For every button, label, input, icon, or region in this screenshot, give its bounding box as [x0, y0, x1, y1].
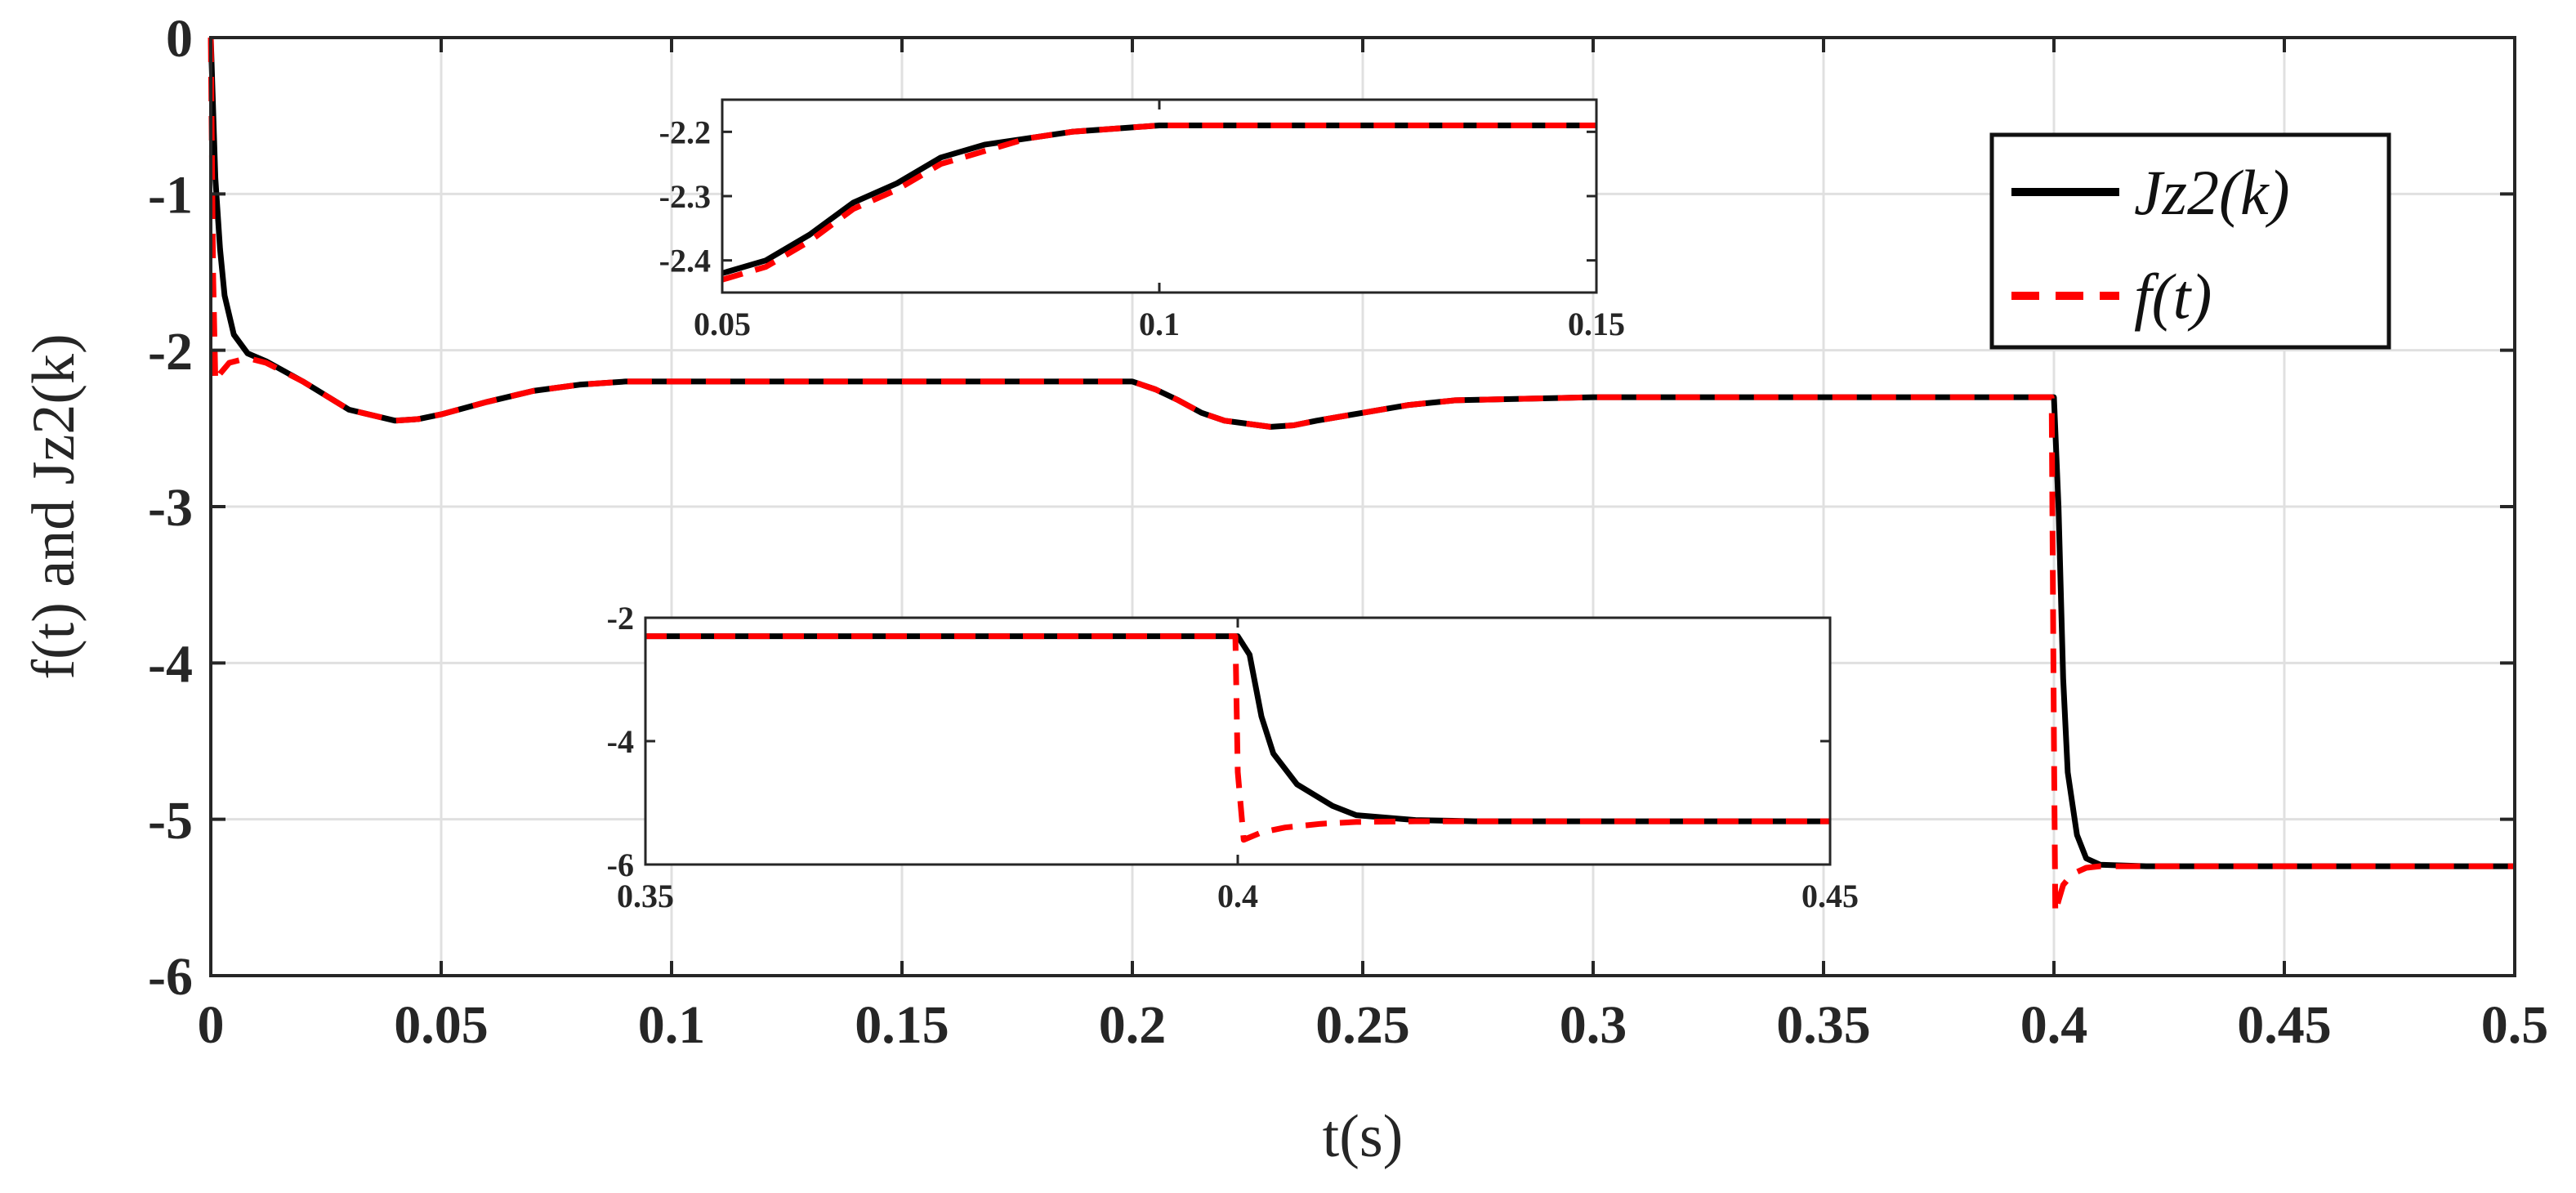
y-tick-label-inset_top-0: -2.2 — [659, 114, 711, 150]
series-line-main-1 — [208, 37, 2515, 916]
x-tick-label-main-3: 0.15 — [855, 995, 949, 1055]
y-axis-label: f(t) and Jz2(k) — [20, 333, 87, 679]
x-tick-label-inset_bottom-0: 0.35 — [617, 878, 674, 914]
legend: Jz2(k) f(t) — [1989, 132, 2391, 350]
x-tick-label-inset_top-2: 0.15 — [1568, 306, 1625, 342]
inset-background-inset_top — [722, 100, 1596, 293]
y-tick-label-main-3: -3 — [148, 478, 193, 538]
main-plot-area — [208, 37, 2515, 916]
x-tick-label-main-10: 0.5 — [2481, 995, 2549, 1055]
main-ticks: 0 0.05 0.1 0.15 0.2 0.25 0.3 0.35 0.4 0.45 0.5 0 -1 -… — [148, 9, 2548, 1055]
inset-bottom: 0.35 0.4 0.45 -2 -4 -6 — [607, 600, 1859, 914]
x-tick-label-inset_bottom-2: 0.45 — [1801, 878, 1859, 914]
series-line-inset_top-1 — [722, 123, 1596, 283]
y-tick-label-inset_top-2: -2.4 — [659, 243, 711, 279]
x-tick-label-main-1: 0.05 — [394, 995, 489, 1055]
x-tick-label-main-0: 0 — [198, 995, 225, 1055]
x-tick-label-inset_bottom-1: 0.4 — [1217, 878, 1258, 914]
y-tick-label-main-2: -2 — [148, 322, 193, 382]
x-tick-label-main-2: 0.1 — [638, 995, 706, 1055]
legend-label-jz2: Jz2(k) — [2134, 157, 2290, 228]
x-tick-label-main-4: 0.2 — [1099, 995, 1167, 1055]
inset-plot-inset_bottom — [645, 633, 1830, 843]
inset-top: 0.05 0.1 0.15 -2.2 -2.3 -2.4 — [659, 98, 1625, 342]
y-tick-label-main-5: -5 — [148, 791, 193, 851]
legend-label-ft: f(t) — [2134, 261, 2212, 332]
y-tick-label-main-6: -6 — [148, 947, 193, 1007]
x-tick-label-main-7: 0.35 — [1776, 995, 1871, 1055]
y-tick-label-main-1: -1 — [148, 165, 193, 225]
y-tick-label-inset_top-1: -2.3 — [659, 178, 711, 215]
y-tick-label-inset_bottom-0: -2 — [607, 600, 634, 637]
x-tick-label-main-6: 0.3 — [1560, 995, 1627, 1055]
x-tick-label-inset_top-1: 0.1 — [1139, 306, 1180, 342]
series-line-inset_bottom-1 — [645, 633, 1830, 843]
y-tick-label-main-4: -4 — [148, 634, 193, 694]
x-tick-label-main-9: 0.45 — [2237, 995, 2332, 1055]
x-tick-label-main-8: 0.4 — [2020, 995, 2088, 1055]
y-tick-label-inset_bottom-1: -4 — [607, 723, 634, 760]
x-tick-label-inset_top-0: 0.05 — [694, 306, 751, 342]
inset-plot-inset_top — [722, 123, 1596, 283]
y-tick-label-main-0: 0 — [166, 9, 193, 69]
legend-box — [1989, 132, 2391, 350]
y-tick-label-inset_bottom-2: -6 — [607, 847, 634, 883]
x-tick-label-main-5: 0.25 — [1315, 995, 1410, 1055]
x-axis-label: t(s) — [1323, 1103, 1404, 1170]
